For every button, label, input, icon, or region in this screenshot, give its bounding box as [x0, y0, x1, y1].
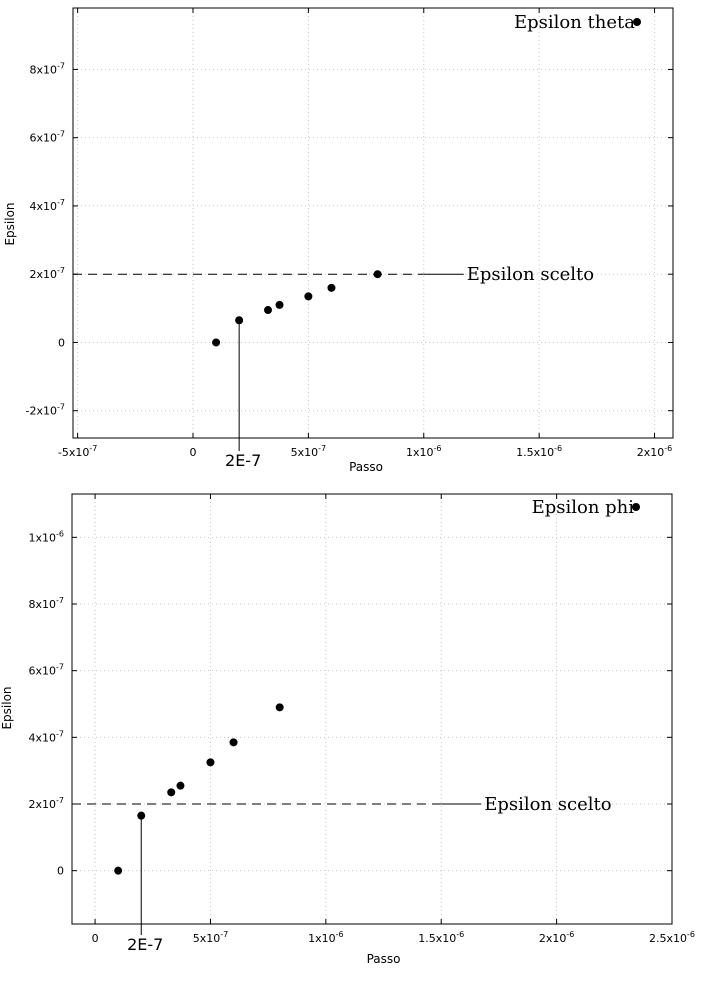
chart-1: -5x10-7 0 5x10-7 1x10-6 1.5x10-6 2x10-6 -2x10-… [3, 7, 674, 474]
y-tick-label: 0 [57, 865, 64, 878]
y-tick-label: 8x10-7 [29, 596, 65, 611]
x-tick-label: 5x10-7 [193, 930, 229, 945]
data-point [275, 703, 284, 712]
data-point [327, 283, 336, 292]
y-tick-label: 6x10-7 [30, 130, 66, 145]
x-tick-label: 1.5x10-6 [418, 930, 464, 945]
y-tick-label: 0 [58, 336, 65, 349]
reference-line-label: Epsilon scelto [484, 794, 611, 815]
data-point [176, 781, 185, 790]
x-callout-label: 2E-7 [225, 451, 261, 470]
data-point [114, 866, 123, 875]
x-tick-label: 1.5x10-6 [516, 444, 562, 459]
data-point [264, 306, 272, 315]
data-point [212, 338, 221, 347]
y-tick-label: -2x10-7 [26, 403, 65, 418]
y-axis-label: Epsilon [3, 202, 17, 245]
x-tick-label: 2.5x10-6 [649, 930, 695, 945]
x-tick-label: 1x10-6 [308, 930, 344, 945]
y-tick-label: 4x10-7 [29, 729, 65, 744]
data-point [275, 300, 284, 309]
x-axis-label: Passo [367, 952, 401, 966]
y-tick-label: 1x10-6 [29, 529, 65, 544]
x-tick-label: 2x10-6 [637, 444, 673, 459]
y-tick-label: 6x10-7 [29, 663, 65, 678]
legend-marker [632, 503, 640, 511]
data-point [167, 788, 176, 797]
data-point [373, 270, 382, 279]
data-point [304, 292, 313, 301]
y-tick-label: 2x10-7 [30, 266, 66, 281]
y-tick-label: 4x10-7 [30, 198, 66, 213]
y-tick-label: 2x10-7 [29, 796, 65, 811]
x-callout-label: 2E-7 [127, 935, 163, 954]
data-point [235, 316, 244, 325]
data-point [137, 811, 146, 820]
plot-frame [72, 7, 674, 439]
x-axis-label: Passo [349, 460, 383, 474]
reference-line-label: Epsilon scelto [467, 264, 594, 285]
x-tick-label: 5x10-7 [291, 444, 327, 459]
data-point [206, 758, 215, 767]
y-tick-label: 8x10-7 [30, 61, 66, 76]
plot-frame [71, 493, 673, 925]
chart-2: 0 5x10-7 1x10-6 1.5x10-6 2x10-6 2.5x10-6 0 2x10… [0, 493, 695, 966]
x-tick-label: -5x10-7 [58, 444, 97, 459]
x-tick-label: 1x10-6 [406, 444, 442, 459]
legend-label: Epsilon theta [514, 12, 635, 33]
data-point [229, 738, 238, 747]
x-tick-label: 0 [190, 446, 197, 459]
y-axis-label: Epsilon [0, 686, 14, 729]
legend-label: Epsilon phi [532, 497, 635, 518]
legend-marker [633, 18, 641, 26]
x-tick-label: 0 [92, 932, 99, 945]
x-tick-label: 2x10-6 [539, 930, 575, 945]
